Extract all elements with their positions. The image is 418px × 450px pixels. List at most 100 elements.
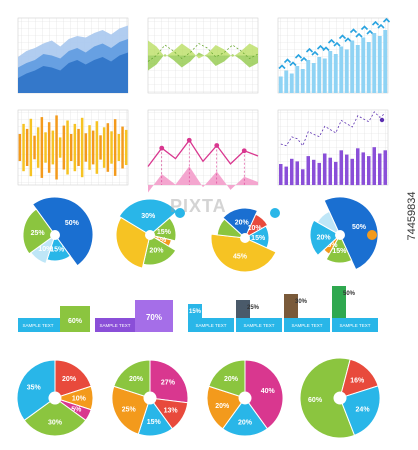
bar (355, 45, 360, 93)
pie-label: 10% (248, 225, 263, 232)
bar (33, 135, 36, 160)
pie-label: 60% (308, 397, 323, 404)
bar (113, 119, 117, 176)
pie-label: 50% (65, 220, 80, 227)
pie-label: 40% (261, 388, 276, 395)
pie-label: 20% (224, 376, 239, 383)
pie-label: 20% (62, 376, 77, 383)
callout-bubble (175, 208, 185, 218)
chart-bars-lightblue (277, 17, 391, 94)
pie-label: 13% (164, 408, 179, 415)
value-box (135, 300, 173, 332)
pie-label: 5% (327, 242, 338, 249)
bar (58, 137, 62, 158)
value-box (60, 306, 90, 332)
arrow-marker (355, 32, 363, 38)
callout-bubble (367, 230, 377, 240)
pie-label: 10% (72, 396, 87, 403)
arrow-marker (294, 53, 303, 59)
bar (295, 66, 300, 93)
bar (102, 127, 106, 168)
wave-dotted-line (147, 43, 259, 62)
bar (323, 153, 327, 185)
pie-label: 20% (149, 248, 164, 255)
pie-label: 24% (356, 406, 371, 413)
pie-slice (115, 216, 151, 269)
pie-hub (144, 392, 156, 404)
value-box (188, 304, 202, 318)
bar (284, 166, 288, 185)
bar (306, 156, 310, 185)
pie-label: 35% (27, 385, 42, 392)
bar (333, 54, 338, 93)
bar (339, 46, 344, 93)
bar (295, 161, 299, 185)
arrow-marker (349, 28, 358, 34)
bar (117, 134, 121, 161)
bar (301, 169, 305, 185)
wave-series-1 (148, 52, 258, 71)
bar (278, 76, 283, 93)
bar (345, 154, 349, 185)
pie-slice (31, 196, 94, 267)
arrow-marker (360, 25, 369, 31)
value-box (332, 286, 346, 318)
donut-chart-4: 60% 16% 24% (299, 357, 381, 439)
pie-chart-2: 30% 15%5% 20% (115, 198, 178, 269)
pie-hub (145, 230, 155, 240)
bar (124, 129, 128, 165)
bar (317, 57, 322, 93)
bar-value: 25% (247, 305, 260, 311)
bar (73, 123, 77, 172)
chart-audio-bars-yellow (17, 109, 129, 186)
bar-value: 15% (189, 309, 202, 315)
bar (383, 150, 387, 185)
bar (366, 42, 371, 93)
chart-bars-purple (277, 109, 389, 186)
pie-slice (323, 196, 379, 271)
bar (361, 37, 366, 93)
bar (372, 33, 377, 93)
bar (95, 121, 99, 174)
label-bar (284, 318, 330, 332)
arrow-marker (333, 41, 341, 47)
chart-line-pink-grid (147, 109, 259, 186)
pie-slice (22, 208, 56, 255)
bar (121, 126, 124, 169)
bar (312, 159, 316, 185)
pie-label: 20% (235, 219, 250, 226)
bar (311, 63, 316, 93)
pie-label: 20% (215, 403, 230, 410)
line-series (147, 139, 259, 167)
bar (334, 161, 338, 185)
wave-series-0 (148, 40, 258, 59)
bar-label-text: SAMPLE TEXT (340, 323, 371, 328)
bar (110, 131, 113, 164)
pie-label: 25% (122, 406, 137, 413)
pie-label: 30% (141, 213, 156, 220)
donut-chart-2: 27% 13%15% 25% 20% (111, 359, 189, 437)
pie-hub (334, 392, 346, 404)
area-fill (148, 166, 258, 193)
bar (40, 117, 44, 178)
chart-line-pink (147, 109, 259, 193)
pie-label: 25% (31, 230, 46, 237)
pie-slice (210, 233, 277, 273)
arrow-marker (322, 46, 330, 52)
bar (69, 134, 73, 161)
trend-line (280, 111, 386, 147)
bar (290, 158, 294, 186)
pie-slice (222, 207, 259, 239)
area-series-2 (18, 52, 128, 93)
arrow-marker (382, 17, 391, 23)
bar-value: 70% (146, 313, 162, 322)
bar (51, 130, 55, 165)
bar (383, 30, 388, 93)
pie-label: 15% (147, 419, 162, 426)
bar-label-text: SAMPLE TEXT (244, 323, 275, 328)
bar (36, 127, 40, 168)
bar (328, 51, 333, 93)
watermark-image-id: 74459834 (406, 191, 418, 241)
bar (99, 135, 102, 160)
pie-label: 10% (38, 246, 53, 253)
